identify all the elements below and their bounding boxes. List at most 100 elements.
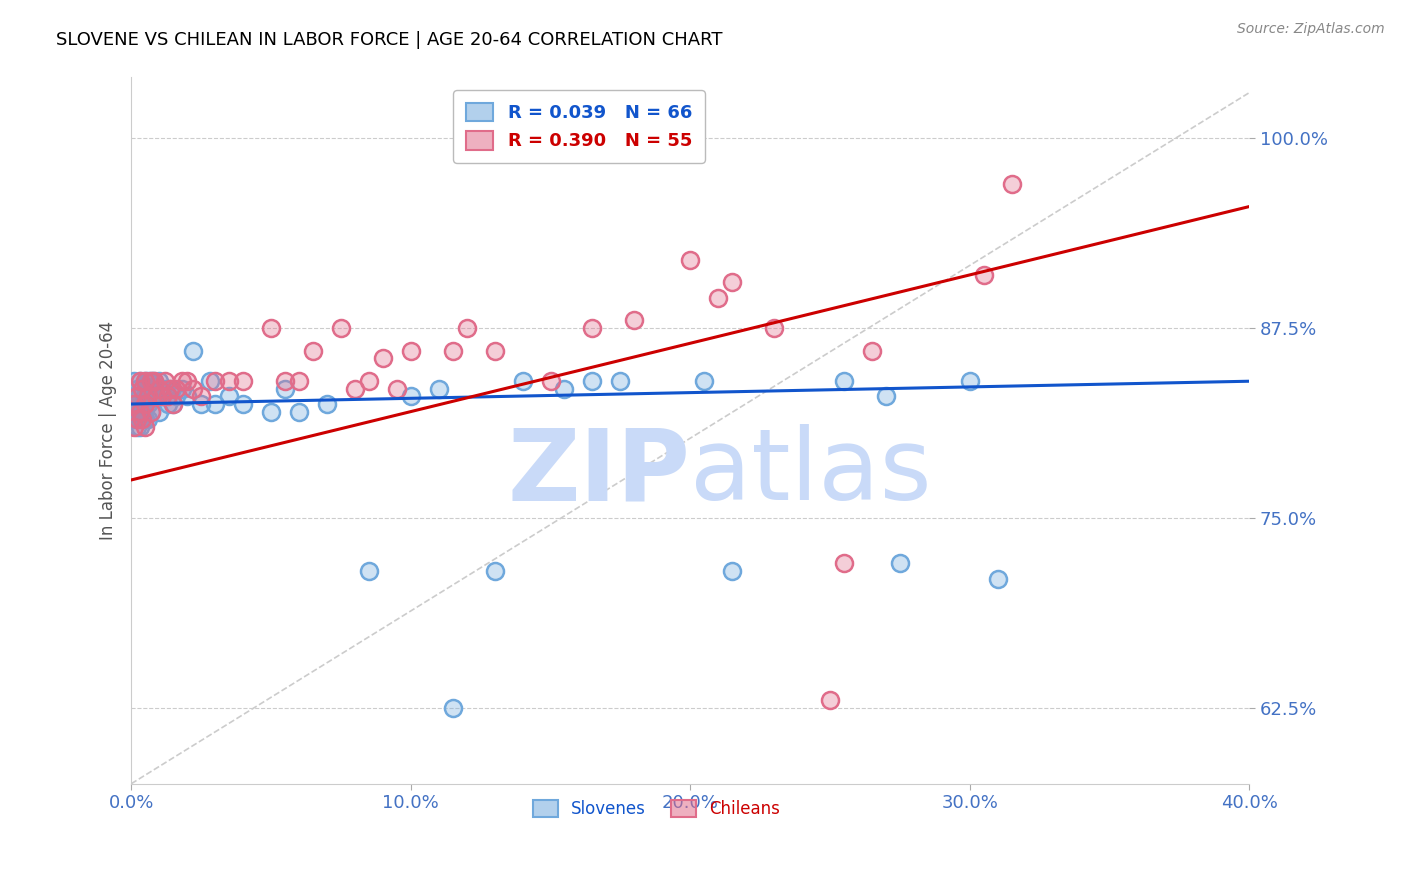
Point	[693, 374, 716, 388]
Point	[274, 382, 297, 396]
Point	[125, 419, 148, 434]
Point	[512, 374, 534, 388]
Point	[136, 389, 159, 403]
Point	[145, 389, 167, 403]
Point	[357, 564, 380, 578]
Point	[198, 374, 221, 388]
Point	[763, 321, 786, 335]
Point	[134, 397, 156, 411]
Point	[122, 404, 145, 418]
Point	[170, 382, 193, 396]
Point	[860, 343, 883, 358]
Point	[159, 382, 181, 396]
Point	[260, 404, 283, 418]
Point	[156, 397, 179, 411]
Point	[609, 374, 631, 388]
Point	[134, 412, 156, 426]
Point	[165, 389, 187, 403]
Point	[343, 382, 366, 396]
Point	[142, 374, 165, 388]
Point	[721, 276, 744, 290]
Point	[136, 374, 159, 388]
Point	[131, 397, 153, 411]
Point	[232, 397, 254, 411]
Point	[204, 374, 226, 388]
Point	[456, 321, 478, 335]
Point	[484, 343, 506, 358]
Point	[232, 374, 254, 388]
Point	[721, 564, 744, 578]
Point	[484, 564, 506, 578]
Point	[623, 313, 645, 327]
Point	[136, 382, 159, 396]
Point	[159, 382, 181, 396]
Point	[125, 404, 148, 418]
Point	[131, 404, 153, 418]
Text: Source: ZipAtlas.com: Source: ZipAtlas.com	[1237, 22, 1385, 37]
Point	[139, 389, 162, 403]
Point	[399, 389, 422, 403]
Point	[441, 700, 464, 714]
Point	[134, 374, 156, 388]
Point	[125, 397, 148, 411]
Point	[122, 389, 145, 403]
Point	[581, 321, 603, 335]
Point	[131, 382, 153, 396]
Point	[176, 374, 198, 388]
Point	[148, 382, 170, 396]
Point	[134, 397, 156, 411]
Point	[139, 374, 162, 388]
Text: SLOVENE VS CHILEAN IN LABOR FORCE | AGE 20-64 CORRELATION CHART: SLOVENE VS CHILEAN IN LABOR FORCE | AGE …	[56, 31, 723, 49]
Point	[385, 382, 408, 396]
Point	[128, 419, 150, 434]
Point	[122, 419, 145, 434]
Point	[329, 321, 352, 335]
Point	[190, 397, 212, 411]
Point	[150, 389, 173, 403]
Point	[128, 404, 150, 418]
Point	[176, 389, 198, 403]
Point	[150, 382, 173, 396]
Point	[889, 557, 911, 571]
Point	[122, 412, 145, 426]
Y-axis label: In Labor Force | Age 20-64: In Labor Force | Age 20-64	[100, 321, 117, 541]
Point	[540, 374, 562, 388]
Point	[987, 572, 1010, 586]
Point	[134, 419, 156, 434]
Point	[832, 374, 855, 388]
Point	[153, 374, 176, 388]
Point	[134, 374, 156, 388]
Text: ZIP: ZIP	[508, 425, 690, 522]
Point	[139, 404, 162, 418]
Point	[148, 404, 170, 418]
Point	[131, 412, 153, 426]
Point	[134, 389, 156, 403]
Point	[302, 343, 325, 358]
Point	[136, 412, 159, 426]
Point	[218, 374, 240, 388]
Point	[357, 374, 380, 388]
Point	[170, 374, 193, 388]
Point	[122, 397, 145, 411]
Point	[125, 389, 148, 403]
Point	[274, 374, 297, 388]
Point	[142, 374, 165, 388]
Point	[162, 397, 184, 411]
Text: atlas: atlas	[690, 425, 932, 522]
Point	[122, 374, 145, 388]
Point	[427, 382, 450, 396]
Point	[553, 382, 575, 396]
Point	[139, 374, 162, 388]
Point	[181, 343, 204, 358]
Point	[1001, 177, 1024, 191]
Point	[288, 374, 311, 388]
Point	[288, 404, 311, 418]
Legend: Slovenes, Chileans: Slovenes, Chileans	[526, 793, 787, 825]
Point	[139, 404, 162, 418]
Point	[128, 374, 150, 388]
Point	[128, 374, 150, 388]
Point	[875, 389, 897, 403]
Point	[165, 382, 187, 396]
Point	[148, 374, 170, 388]
Point	[145, 389, 167, 403]
